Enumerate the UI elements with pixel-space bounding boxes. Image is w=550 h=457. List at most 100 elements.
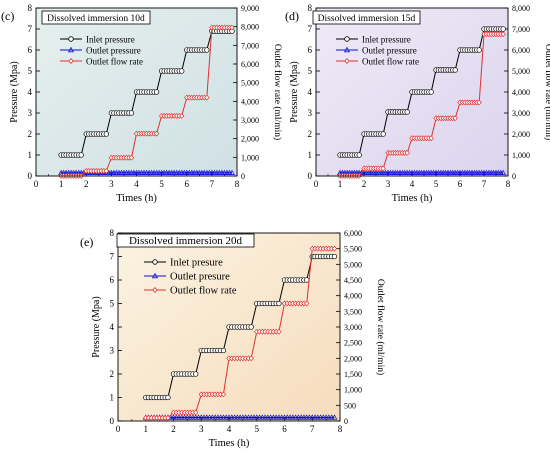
y-tick-label: 5 (308, 66, 313, 76)
panel-label: (d) (285, 9, 299, 23)
x-tick-label: 2 (171, 424, 176, 434)
data-point (404, 149, 410, 156)
y-tick-label: 8 (308, 3, 313, 13)
y2-axis-label: Outlet flow rate (ml/min) (375, 279, 386, 375)
data-point (276, 300, 282, 307)
x-axis-label: Times (h) (209, 438, 250, 449)
series-outlet-pressure (336, 169, 507, 175)
x-tick-label: 3 (386, 179, 391, 189)
y2-tick-label: 2,000 (241, 135, 259, 144)
y-tick-label: 0 (110, 416, 115, 426)
data-point (476, 47, 482, 53)
data-point (356, 152, 362, 158)
y2-tick-label: 5,000 (512, 67, 530, 76)
y-tick-label: 3 (28, 108, 33, 118)
chart-panel-2: 0 1 2 3 4 5 6 7 801234567801,0002,0003,0004,0005… (285, 3, 550, 204)
data-point (220, 391, 227, 398)
data-point (380, 131, 386, 137)
data-point (204, 94, 210, 101)
data-point (128, 154, 135, 161)
data-point (404, 109, 410, 115)
data-point (331, 253, 338, 260)
data-point (500, 26, 506, 32)
data-point (500, 31, 506, 38)
title-box (116, 233, 255, 248)
x-tick-label: 8 (338, 424, 343, 434)
data-point (128, 110, 135, 116)
legend-label: Outlet pressure (86, 46, 141, 56)
panel-label: (e) (80, 235, 93, 249)
x-tick-label: 5 (255, 424, 260, 434)
y-tick-label: 8 (110, 228, 115, 238)
y-tick-label: 6 (110, 275, 115, 285)
y2-tick-label: 3,000 (344, 323, 362, 332)
series-outlet-flow-rate (337, 31, 506, 179)
x-tick-label: 6 (282, 424, 287, 434)
data-point (179, 68, 185, 74)
data-point (153, 89, 160, 95)
legend-label: Outlet flow rate (362, 57, 419, 67)
title-box (312, 10, 421, 25)
x-tick-label: 5 (434, 179, 439, 189)
y2-tick-label: 5,000 (344, 260, 362, 269)
y2-axis-label: Outlet flow rate (ml/min) (272, 44, 283, 140)
data-point (304, 277, 310, 283)
data-point (500, 169, 507, 175)
y2-tick-label: 9,000 (241, 4, 259, 13)
x-tick-label: 7 (210, 179, 215, 189)
y2-tick-label: 7,000 (512, 25, 530, 34)
y-tick-label: 3 (308, 108, 313, 118)
x-tick-label: 4 (134, 179, 139, 189)
x-tick-label: 8 (506, 179, 511, 189)
panel-label: (c) (1, 9, 14, 23)
data-point (179, 112, 185, 119)
data-point (304, 300, 310, 307)
y2-tick-label: 4,500 (344, 276, 362, 285)
y2-tick-label: 6,000 (344, 229, 362, 238)
legend-marker (344, 36, 350, 42)
data-point (452, 67, 458, 73)
data-point (193, 371, 199, 377)
x-tick-label: 1 (144, 424, 149, 434)
y-tick-label: 7 (110, 252, 115, 262)
x-tick-label: 2 (84, 179, 89, 189)
x-axis-label: Times (h) (116, 193, 157, 204)
legend-label: Outlet pressure (362, 46, 417, 56)
x-tick-label: 0 (116, 424, 121, 434)
y-axis-label: Pressure (Mpa) (91, 296, 102, 357)
y2-tick-label: 6,000 (512, 46, 530, 55)
y2-tick-label: 500 (344, 401, 356, 410)
x-tick-label: 1 (338, 179, 343, 189)
y2-tick-label: 4,000 (512, 88, 530, 97)
data-point (228, 169, 235, 175)
data-point (428, 89, 434, 95)
y-tick-label: 1 (28, 150, 33, 160)
series-inlet-presure (143, 253, 338, 401)
x-tick-label: 4 (410, 179, 415, 189)
data-point (331, 245, 338, 252)
data-point (165, 394, 171, 401)
series-inlet-pressure (58, 28, 235, 158)
data-point (220, 347, 227, 354)
y-axis-label: Pressure (Mpa) (9, 61, 20, 122)
x-tick-label: 1 (59, 179, 64, 189)
legend-marker (68, 58, 74, 64)
y-tick-label: 6 (308, 45, 313, 55)
y2-tick-label: 2,500 (344, 339, 362, 348)
data-point (103, 131, 109, 137)
legend-marker (67, 46, 75, 53)
y2-tick-label: 8,000 (512, 4, 530, 13)
plot-frame (117, 232, 341, 422)
data-point (248, 324, 254, 330)
y2-tick-label: 1,000 (344, 386, 362, 395)
y2-tick-label: 6,000 (241, 60, 259, 69)
y2-tick-label: 2,000 (512, 130, 530, 139)
data-point (165, 414, 171, 421)
y2-tick-label: 1,500 (344, 370, 362, 379)
y2-axis-label: Outlet flow rate (ml/min) (543, 44, 550, 140)
legend-marker (152, 287, 158, 293)
y2-tick-label: 3,000 (512, 109, 530, 118)
y-tick-label: 2 (28, 129, 33, 139)
plot-frame (35, 7, 238, 177)
